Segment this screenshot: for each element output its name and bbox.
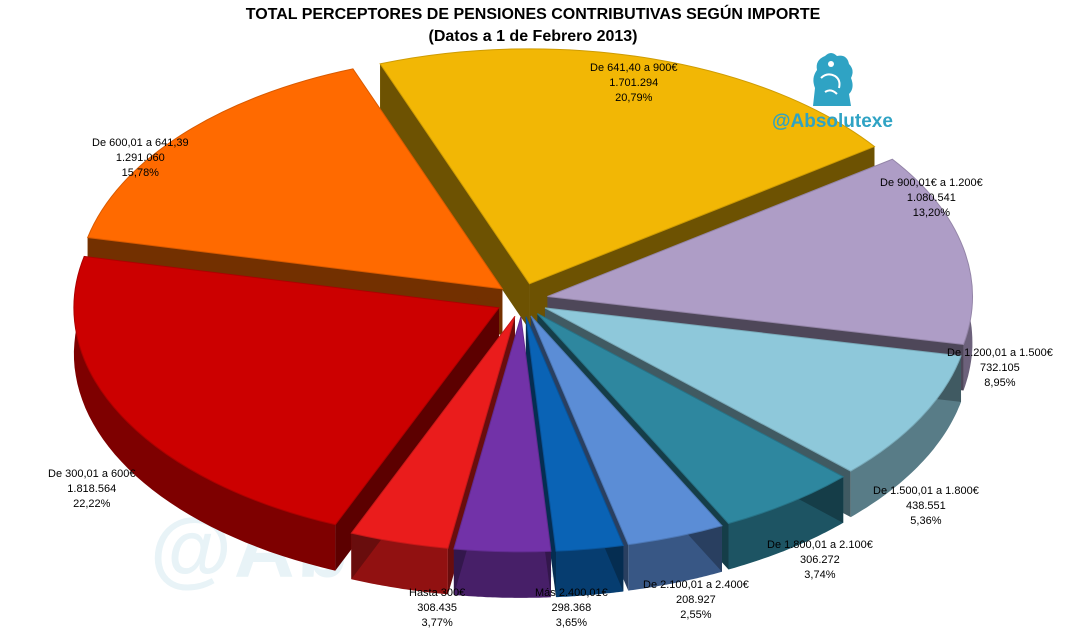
pie-slice xyxy=(537,313,845,525)
slice-label: De 900,01€ a 1.200€ 1.080.541 13,20% xyxy=(880,177,983,219)
slice-label: De 600,01 a 641,39 1.291.060 15,78% xyxy=(92,137,189,179)
pie-slice-wall xyxy=(850,355,961,518)
pie-slice xyxy=(525,316,625,552)
brand-handle: @Absolutexe xyxy=(772,111,893,132)
pie-slice-wall xyxy=(351,533,448,595)
pie-slice-wall xyxy=(73,256,336,571)
pie-slice-wall xyxy=(453,548,551,598)
slice-label: Hasta 300€ 308.435 3,77% xyxy=(409,587,466,629)
pie-slice xyxy=(547,158,973,346)
pie-slice xyxy=(453,316,552,553)
slice-label: De 1.500,01 a 1.800€ 438.551 5,36% xyxy=(873,485,979,527)
slice-label: De 2.100,01 a 2.400€ 208.927 2,55% xyxy=(643,579,749,621)
slice-label: De 300,01 a 600€ 1.818.564 22,22% xyxy=(48,468,136,510)
pie-slice xyxy=(544,307,962,472)
chart-subtitle: (Datos a 1 de Febrero 2013) xyxy=(428,28,638,45)
pie-slice xyxy=(86,68,504,290)
pie-slice-wall xyxy=(556,545,624,598)
pie-slice-edge xyxy=(380,63,530,330)
pie-slice-edge xyxy=(525,316,556,598)
pie-slice xyxy=(379,48,876,285)
slice-label: De 641,40 a 900€ 1.701.294 20,79% xyxy=(590,62,678,104)
chart-title: TOTAL PERCEPTORES DE PENSIONES CONTRIBUT… xyxy=(245,6,821,23)
pie-slice xyxy=(73,255,500,526)
pie-slice xyxy=(350,315,516,549)
slice-label: Más 2.400,01€ 298.368 3,65% xyxy=(535,587,608,629)
slice-label: De 1.200,01 a 1.500€ 732.105 8,95% xyxy=(947,347,1053,389)
slice-label: De 1.800,01 a 2.100€ 306.272 3,74% xyxy=(767,539,873,581)
pie-slice xyxy=(530,315,723,546)
griffin-logo-icon xyxy=(813,53,853,106)
